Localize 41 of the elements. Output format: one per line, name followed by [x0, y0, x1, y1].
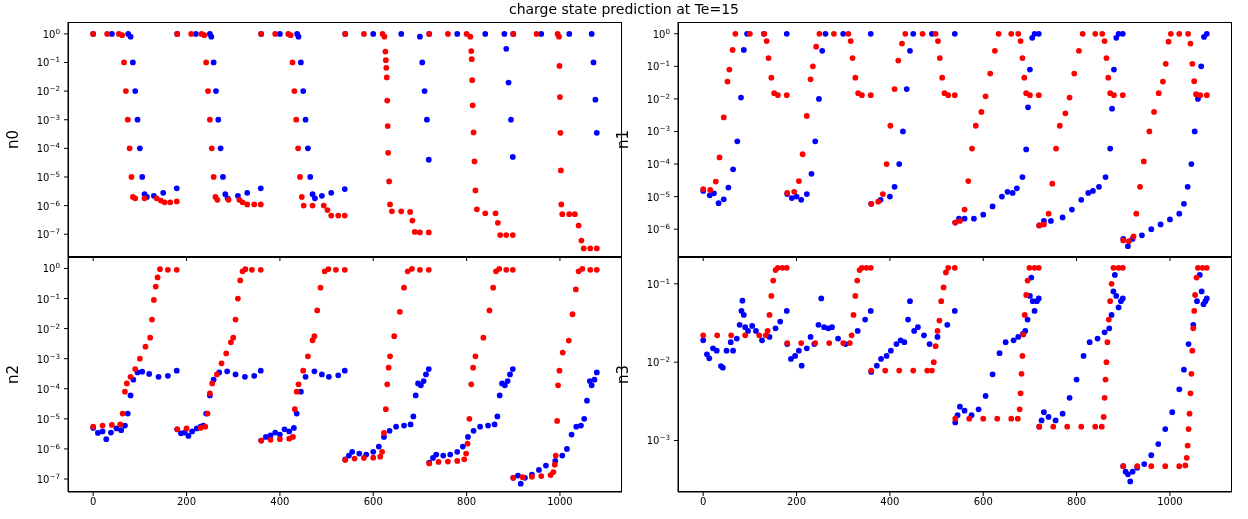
y-tick-label: 10$^{−5}$: [36, 169, 60, 183]
x-tick-label: 400: [880, 496, 900, 508]
y-tick-label: 10$^{−3}$: [646, 123, 670, 138]
y-tick-label: 10$^{−2}$: [646, 91, 670, 105]
x-tick-label: 0: [700, 496, 707, 508]
y-tick-label: 10$^{−3}$: [36, 351, 60, 365]
y-tick-label: 10$^{−1}$: [646, 276, 670, 290]
y-tick-label: 10$^{−6}$: [646, 221, 671, 236]
x-tick-label: 400: [270, 496, 290, 508]
x-tick-label: 1000: [1157, 496, 1183, 508]
y-tick-label: 10$^{−7}$: [36, 471, 60, 486]
y-tick-label: 10$^{−2}$: [36, 83, 60, 98]
x-tick-label: 0: [90, 496, 97, 508]
y-tick-label: 10$^{0}$: [42, 260, 61, 275]
y-tick-label: 10$^{−3}$: [646, 432, 670, 447]
x-tick-label: 600: [363, 496, 383, 508]
x-tick-label: 200: [787, 496, 807, 508]
y-tick-label: 10$^{−5}$: [646, 189, 670, 203]
y-tick-label: 10$^{−1}$: [646, 58, 670, 73]
y-tick-label: 10$^{−6}$: [36, 198, 61, 212]
y-axis-title: n2: [4, 364, 22, 385]
x-tick-label: 1000: [547, 496, 573, 508]
y-tick-label: 10$^{−1}$: [36, 55, 60, 69]
x-tick-label: 800: [457, 496, 477, 508]
y-tick-label: 10$^{0}$: [42, 26, 61, 40]
y-tick-label: 10$^{−4}$: [36, 381, 61, 395]
y-tick-label: 10$^{−5}$: [36, 411, 60, 425]
y-tick-label: 10$^{−2}$: [646, 354, 670, 369]
y-tick-label: 10$^{−7}$: [36, 226, 60, 241]
x-tick-label: 200: [177, 496, 197, 508]
y-tick-label: 10$^{0}$: [652, 26, 671, 40]
y-tick-label: 10$^{−1}$: [36, 291, 60, 305]
x-tick-label: 600: [973, 496, 993, 508]
chart-title: charge state prediction at Te=15: [507, 1, 741, 17]
y-tick-label: 10$^{−4}$: [646, 156, 671, 171]
y-tick-label: 10$^{−3}$: [36, 112, 60, 126]
y-tick-label: 10$^{−4}$: [36, 140, 61, 155]
y-tick-label: 10$^{−6}$: [36, 441, 61, 455]
x-tick-label: 800: [1067, 496, 1087, 508]
y-tick-label: 10$^{−2}$: [36, 321, 60, 335]
y-axis-title: n0: [4, 129, 22, 150]
